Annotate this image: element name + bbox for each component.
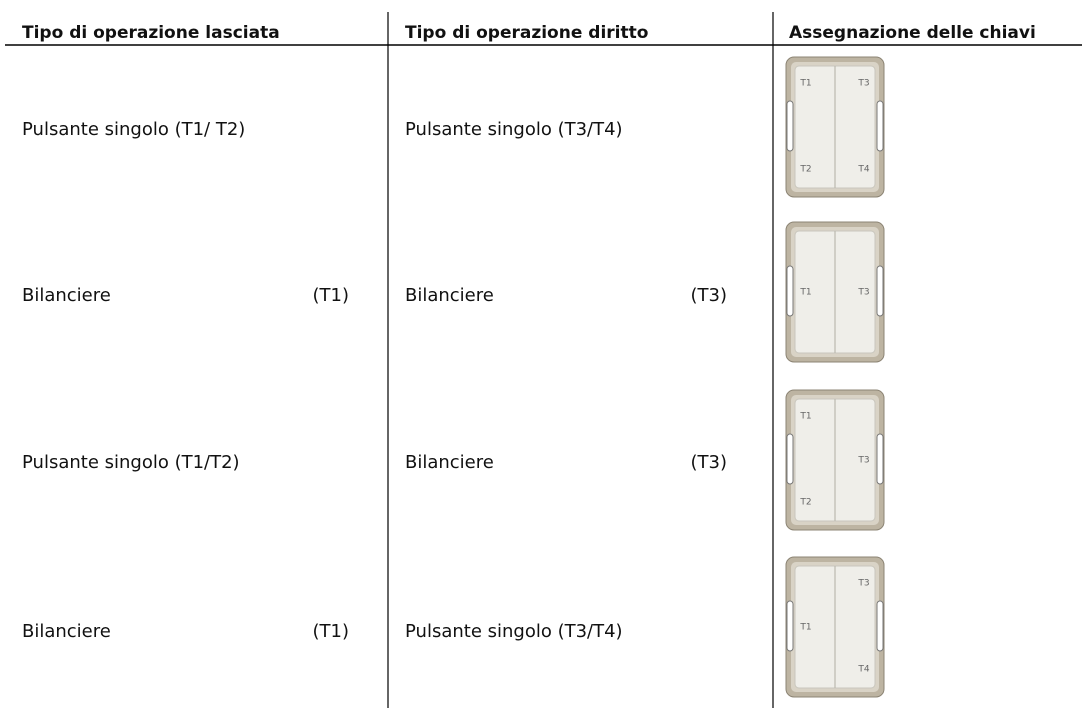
cell-text: Pulsante singolo (T3/T4) bbox=[405, 119, 623, 140]
key-label: T4 bbox=[857, 665, 869, 675]
key-label: T1 bbox=[799, 79, 811, 89]
key-label: T2 bbox=[799, 165, 811, 175]
key-label: T1 bbox=[799, 288, 811, 298]
switch-clip bbox=[876, 433, 884, 485]
cell-text: Bilanciere bbox=[22, 621, 111, 642]
switch-clip bbox=[876, 600, 884, 652]
key-label: T2 bbox=[799, 498, 811, 508]
cell-key: (T1) bbox=[313, 621, 350, 642]
cell-text: Pulsante singolo (T1/ T2) bbox=[22, 119, 245, 140]
key-label: T3 bbox=[857, 79, 869, 89]
key-label: T1 bbox=[799, 623, 811, 633]
cell-text: Bilanciere bbox=[405, 452, 494, 473]
key-label: T4 bbox=[857, 165, 869, 175]
switch-clip bbox=[786, 100, 794, 152]
switch-clip bbox=[786, 600, 794, 652]
cell-key: (T1) bbox=[313, 285, 350, 306]
cell-text: Pulsante singolo (T3/T4) bbox=[405, 621, 623, 642]
switch-clip bbox=[876, 100, 884, 152]
switch-clip bbox=[786, 433, 794, 485]
cell-text: Bilanciere bbox=[405, 285, 494, 306]
switch-clip bbox=[876, 265, 884, 317]
key-label: T1 bbox=[799, 412, 811, 422]
cell-text: Bilanciere bbox=[22, 285, 111, 306]
switch-image: T1 T3 bbox=[785, 221, 885, 363]
cell-key: (T3) bbox=[691, 285, 728, 306]
switch-image: T1 T3 T2 T4 bbox=[785, 56, 885, 198]
cell-text: Pulsante singolo (T1/T2) bbox=[22, 452, 240, 473]
header: Tipo di operazione lasciata bbox=[22, 23, 280, 43]
key-label: T3 bbox=[857, 456, 869, 466]
switch-image: T3 T1 T4 bbox=[785, 556, 885, 698]
switch-image: T1 T3 T2 bbox=[785, 389, 885, 531]
switch-clip bbox=[786, 265, 794, 317]
header: Tipo di operazione diritto bbox=[405, 23, 648, 43]
key-label: T3 bbox=[857, 288, 869, 298]
cell-key: (T3) bbox=[691, 452, 728, 473]
key-label: T3 bbox=[857, 579, 869, 589]
header: Assegnazione delle chiavi bbox=[789, 23, 1036, 43]
